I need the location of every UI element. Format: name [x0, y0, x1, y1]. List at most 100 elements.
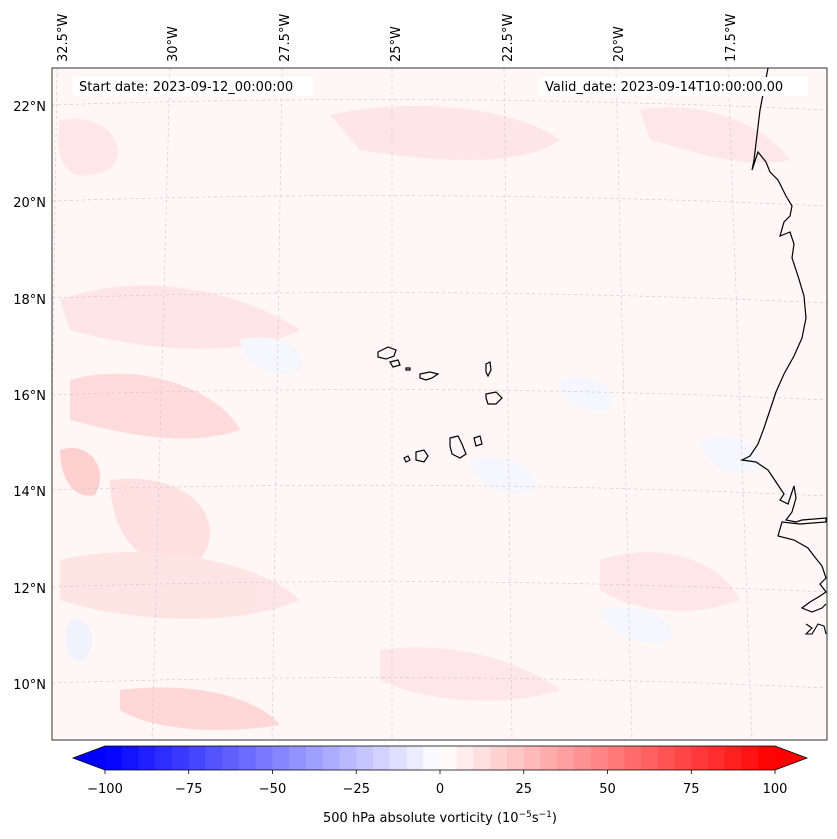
gridlines — [51, 67, 828, 741]
gridline-lon-30w — [151, 67, 171, 741]
colorbar-segment — [306, 746, 324, 770]
colorbar-tick-label: 25 — [515, 782, 532, 797]
colorbar-segment — [322, 746, 341, 770]
colorbar-segment — [155, 746, 173, 770]
gridline-lon-32-5w — [51, 67, 58, 421]
colorbar-segment — [607, 746, 625, 770]
island-brava — [403, 455, 411, 463]
colorbar-segments — [73, 746, 807, 770]
island-sal — [485, 361, 492, 378]
colorbar-segment — [373, 746, 391, 770]
colorbar-extend-low — [73, 746, 105, 770]
colorbar-segment — [255, 746, 274, 770]
lon-label-32-5w: 32.5°W — [56, 14, 71, 62]
colorbar-segment — [641, 746, 659, 770]
colorbar-segment — [406, 746, 424, 770]
lat-label-18n: 18°N — [13, 293, 46, 308]
colorbar-segment — [590, 746, 609, 770]
colorbar-segment — [339, 746, 357, 770]
gridline-lat-18n — [51, 292, 828, 304]
lon-label-30w: 30°W — [166, 26, 181, 62]
lat-label-20n: 20°N — [13, 196, 46, 211]
start-date-text: Start date: 2023-09-12_00:00:00 — [79, 80, 293, 95]
colorbar-segment — [389, 746, 408, 770]
gridline-lat-22n — [51, 99, 828, 111]
colorbar-segment — [239, 746, 257, 770]
lon-label-20w: 20°W — [612, 26, 627, 62]
colorbar-segment — [724, 746, 743, 770]
colorbar-tick-label: −75 — [175, 782, 202, 797]
gridline-lat-14n — [51, 484, 828, 497]
gridline-lon-20w — [615, 67, 633, 741]
colorbar-segment — [289, 746, 307, 770]
colorbar-segment — [624, 746, 642, 770]
colorbar-segment — [473, 746, 491, 770]
colorbar-segment — [691, 746, 709, 770]
colorbar-segment — [440, 746, 458, 770]
gridline-lon-17-5w — [727, 67, 753, 741]
lat-label-12n: 12°N — [13, 582, 46, 597]
colorbar-segment — [205, 746, 223, 770]
map-frame — [51, 67, 828, 741]
colorbar-ticks: −100 −75 −50 −25 0 25 50 75 100 — [87, 770, 787, 797]
lon-label-22-5w: 22.5°W — [501, 14, 516, 62]
colorbar-tick-label: −50 — [259, 782, 286, 797]
lon-label-17-5w: 17.5°W — [724, 14, 739, 62]
gridline-lat-16n — [51, 389, 828, 401]
latitude-labels: 22°N 20°N 18°N 16°N 14°N 12°N 10°N — [13, 100, 46, 693]
island-fogo — [415, 449, 429, 463]
colorbar-segment — [674, 746, 692, 770]
map-panel: Start date: 2023-09-12_00:00:00 Valid_da… — [51, 67, 828, 741]
vorticity-field — [58, 105, 790, 730]
colorbar-segment — [507, 746, 525, 770]
colorbar: −100 −75 −50 −25 0 25 50 75 100 500 hPa absolute… — [71, 745, 809, 826]
island-sao-nicolau — [419, 371, 440, 381]
colorbar-segment — [657, 746, 676, 770]
colorbar-tick-label: 0 — [436, 782, 444, 797]
colorbar-tick-label: 100 — [763, 782, 788, 797]
colorbar-segment — [272, 746, 290, 770]
coast-bissagos — [804, 623, 827, 635]
island-boa-vista — [485, 391, 503, 405]
colorbar-segment — [356, 746, 374, 770]
colorbar-segment — [222, 746, 240, 770]
island-santa-luzia — [405, 367, 411, 371]
lon-label-27-5w: 27.5°W — [278, 14, 293, 62]
valid-date-box — [538, 77, 808, 96]
colorbar-segment — [456, 746, 475, 770]
colorbar-segment — [758, 746, 776, 770]
colorbar-label: 500 hPa absolute vorticity (10−5s−1) — [323, 810, 557, 826]
island-maio — [473, 435, 483, 447]
lat-label-14n: 14°N — [13, 485, 46, 500]
cape-verde-islands — [377, 346, 503, 463]
colorbar-segment — [490, 746, 508, 770]
colorbar-tick-label: −25 — [343, 782, 370, 797]
colorbar-segment — [574, 746, 592, 770]
colorbar-segment — [188, 746, 207, 770]
island-santo-antao — [377, 346, 397, 360]
gridline-lon-27-5w — [271, 67, 283, 741]
lat-label-22n: 22°N — [13, 100, 46, 115]
lat-label-16n: 16°N — [13, 389, 46, 404]
gridline-lat-10n — [51, 677, 828, 689]
colorbar-tick-label: 50 — [599, 782, 616, 797]
gridline-lon-22-5w — [503, 67, 513, 741]
colorbar-segment — [423, 746, 441, 770]
colorbar-extend-high — [775, 746, 807, 770]
colorbar-segment — [557, 746, 575, 770]
colorbar-segment — [105, 746, 123, 770]
island-santiago — [449, 435, 467, 459]
africa-coastline — [740, 67, 827, 613]
longitude-labels: 32.5°W 30°W 27.5°W 25°W 22.5°W 20°W 17.5… — [56, 14, 739, 62]
gridline-lat-20n — [51, 195, 828, 207]
gridline-lat-12n — [51, 581, 828, 593]
colorbar-segment — [523, 746, 542, 770]
colorbar-segment — [121, 746, 140, 770]
colorbar-tick-label: 75 — [683, 782, 700, 797]
valid-date-text: Valid_date: 2023-09-14T10:00:00.00 — [545, 80, 783, 95]
lon-label-25w: 25°W — [389, 26, 404, 62]
island-sao-vicente — [389, 359, 401, 368]
lat-label-10n: 10°N — [13, 678, 46, 693]
colorbar-segment — [741, 746, 759, 770]
